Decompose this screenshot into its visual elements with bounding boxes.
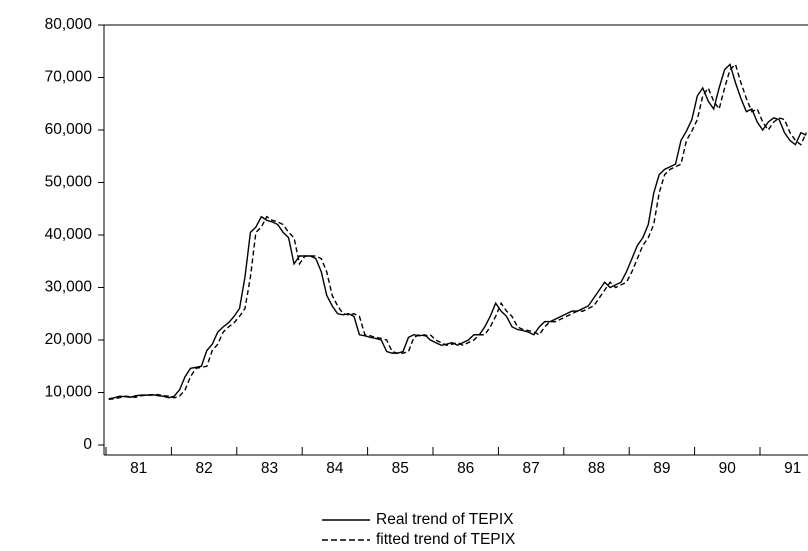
x-tick-label: 88 xyxy=(588,460,605,477)
y-tick-label: 40,000 xyxy=(45,226,93,243)
x-tick-label: 87 xyxy=(522,460,539,477)
x-tick-label: 85 xyxy=(392,460,409,477)
y-tick-label: 0 xyxy=(83,436,92,453)
x-tick-label: 86 xyxy=(457,460,474,477)
y-tick-label: 80,000 xyxy=(45,16,93,33)
x-tick-label: 84 xyxy=(326,460,344,477)
x-tick-label: 83 xyxy=(261,460,278,477)
y-tick-label: 50,000 xyxy=(45,174,93,191)
x-tick-label: 90 xyxy=(719,460,737,477)
y-tick-label: 60,000 xyxy=(45,121,93,138)
legend-label: fitted trend of TEPIX xyxy=(376,531,516,548)
y-tick-label: 30,000 xyxy=(45,279,93,296)
series-line xyxy=(108,63,807,401)
y-tick-label: 20,000 xyxy=(45,331,93,348)
x-tick-label: 89 xyxy=(653,460,670,477)
y-tick-label: 70,000 xyxy=(45,69,93,86)
legend-label: Real trend of TEPIX xyxy=(376,511,514,528)
x-tick-label: 82 xyxy=(195,460,212,477)
x-tick-label: 91 xyxy=(784,460,801,477)
series-line xyxy=(108,63,807,400)
y-tick-label: 10,000 xyxy=(45,384,93,401)
x-tick-label: 81 xyxy=(130,460,147,477)
